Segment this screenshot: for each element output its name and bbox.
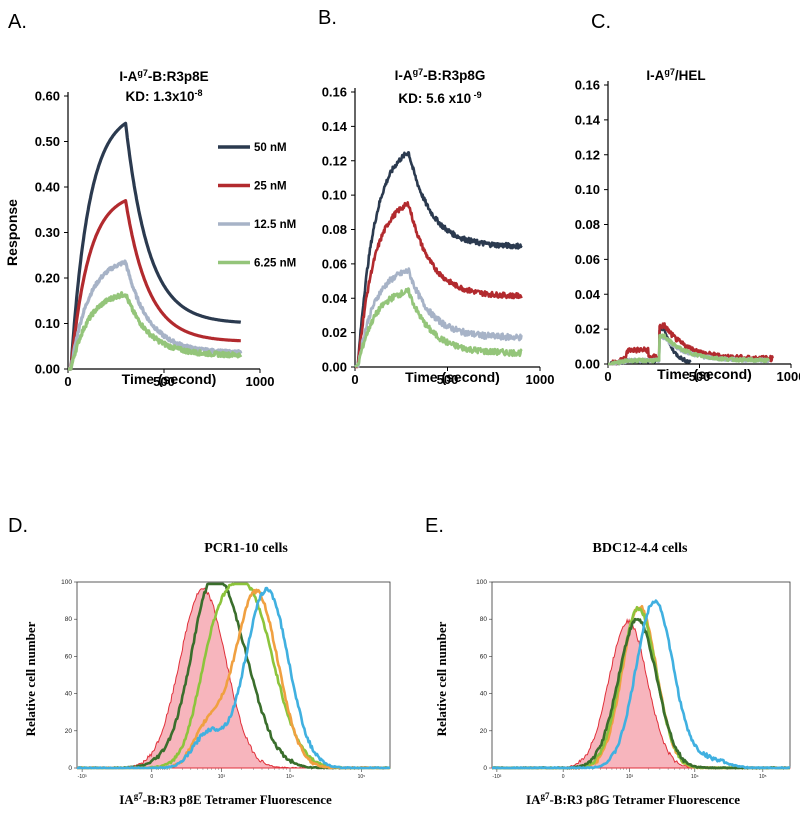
x-tick-label: 0: [562, 774, 565, 780]
legend-label: 25 nM: [254, 181, 287, 193]
y-tick-label: 80: [65, 616, 73, 623]
y-tick-label: 0.10: [35, 316, 60, 331]
y-tick-label: 0.20: [35, 271, 60, 286]
y-tick-label: 0.10: [322, 188, 347, 203]
x-axis-label: Time (second): [405, 369, 500, 385]
y-axis-label: Relative cell number: [23, 621, 38, 736]
histogram-fill-control: [76, 587, 391, 769]
series-line-50nM: [68, 121, 242, 371]
y-tick-label: 60: [480, 653, 488, 660]
x-tick-label: 500: [689, 369, 711, 384]
chart-c: I-Ag7/HEL 0.00 0.02 0.04 0.06 0.08 0.10 0.12 0.1…: [575, 67, 800, 384]
y-tick-label: 0.06: [322, 256, 347, 271]
series-line-625nM: [68, 291, 243, 371]
x-tick-label: 500: [153, 374, 175, 389]
y-tick-label: 40: [65, 691, 73, 698]
legend-label: 12.5 nM: [254, 219, 296, 231]
series-line-25nM: [355, 201, 523, 369]
panel-letter-e: E.: [425, 515, 444, 537]
y-tick-label: 0.30: [35, 225, 60, 240]
y-tick-label: 40: [480, 691, 488, 698]
series-line-625nM: [608, 333, 770, 366]
y-tick-label: 80: [480, 616, 488, 623]
x-tick-label: 0: [351, 372, 358, 387]
series-line-50nM: [354, 151, 523, 369]
chart-title-line2: KD: 5.6 x10 -9: [398, 90, 481, 106]
chart-title-line2: KD: 1.3x10-8: [125, 88, 202, 104]
series-line-125nM: [354, 267, 523, 369]
chart-title: BDC12-4.4 cells: [593, 541, 688, 556]
chart-e: BDC12-4.4 cells 0 20 40 60 80 100 -10³ 0 10³ 10⁴ 10…: [434, 541, 791, 807]
x-tick-label: 0: [150, 774, 153, 780]
y-tick-label: 0.60: [35, 89, 60, 104]
y-tick-label: 0.02: [322, 325, 347, 340]
y-tick-label: 0.16: [575, 78, 600, 93]
x-axis-label: Time (second): [122, 371, 217, 387]
x-tick-label: 1000: [526, 372, 555, 387]
x-tick-label: 10³: [626, 774, 634, 780]
y-tick-label: 0.00: [322, 360, 347, 375]
y-tick-label: 0.40: [35, 180, 60, 195]
chart-title-line1: I-Ag7-B:R3p8G: [395, 67, 486, 83]
panel-letter-a: A.: [8, 11, 27, 33]
x-tick-label: 0: [604, 369, 611, 384]
y-tick-label: 0.12: [322, 153, 347, 168]
x-tick-label: 0: [64, 374, 71, 389]
y-tick-label: 100: [61, 579, 72, 586]
y-tick-label: 0.08: [575, 217, 600, 232]
panel-letter-d: D.: [8, 515, 28, 537]
y-axis-label: Response: [4, 199, 20, 266]
y-tick-label: 100: [476, 579, 487, 586]
series-line-125nM: [68, 259, 243, 371]
y-tick-label: 0.00: [575, 357, 600, 372]
chart-b: I-Ag7-B:R3p8G KD: 5.6 x10 -9 0.00 0.02 0.04 0…: [322, 67, 555, 387]
y-tick-label: 0.12: [575, 147, 600, 162]
y-tick-label: 20: [65, 728, 73, 735]
histogram-line-cyan: [491, 599, 791, 770]
y-tick-label: 0.04: [575, 287, 601, 302]
y-tick-label: 20: [480, 728, 488, 735]
y-axis-label: Relative cell number: [434, 621, 449, 736]
x-tick-label: -10³: [78, 774, 87, 780]
y-tick-label: 0.08: [322, 222, 347, 237]
x-axis-label: IAg7-B:R3 p8E Tetramer Fluorescence: [119, 791, 332, 807]
histogram-line-cyan: [76, 586, 391, 770]
legend-label: 6.25 nM: [254, 258, 296, 270]
x-tick-label: 10³: [218, 774, 226, 780]
series-line-25nM: [68, 199, 242, 371]
x-axis-label: IAg7-B:R3 p8G Tetramer Fluorescence: [526, 791, 740, 807]
chart-d: PCR1-10 cells 0 20 40 60 80 100 -10³ 0 10³ 10⁴ 10⁵ I…: [23, 541, 391, 807]
chart-title-line1: I-Ag7-B:R3p8E: [119, 68, 208, 84]
y-tick-label: 60: [65, 653, 73, 660]
y-tick-label: 0.02: [575, 322, 600, 337]
y-tick-label: 0.14: [575, 112, 601, 127]
x-tick-label: 500: [437, 372, 459, 387]
y-tick-label: 0.04: [322, 291, 348, 306]
y-tick-label: 0.16: [322, 85, 347, 100]
panel-letter-c: C.: [591, 11, 611, 33]
y-tick-label: 0: [483, 765, 487, 772]
series-line-625nM: [354, 287, 523, 369]
x-tick-label: 10⁴: [691, 774, 699, 780]
y-tick-label: 0.00: [35, 362, 60, 377]
x-tick-label: 10⁵: [358, 774, 366, 780]
y-tick-label: 0.10: [575, 182, 600, 197]
x-tick-label: 1000: [246, 374, 275, 389]
y-tick-label: 0.50: [35, 134, 60, 149]
x-tick-label: 10⁵: [759, 774, 767, 780]
y-tick-label: 0.06: [575, 252, 600, 267]
x-tick-label: -10³: [492, 774, 501, 780]
chart-title: PCR1-10 cells: [204, 541, 288, 556]
x-tick-label: 10⁴: [286, 774, 294, 780]
panel-letter-b: B.: [318, 7, 337, 29]
legend-label: 50 nM: [254, 142, 287, 154]
x-tick-label: 1000: [777, 369, 800, 384]
y-tick-label: 0.14: [322, 119, 348, 134]
y-tick-label: 0: [68, 765, 72, 772]
chart-title-line1: I-Ag7/HEL: [646, 67, 705, 83]
x-axis-label: Time (second): [657, 366, 752, 382]
chart-a: I-Ag7-B:R3p8E KD: 1.3x10-8 0.00 0.10 0.20 0.3…: [4, 68, 296, 389]
